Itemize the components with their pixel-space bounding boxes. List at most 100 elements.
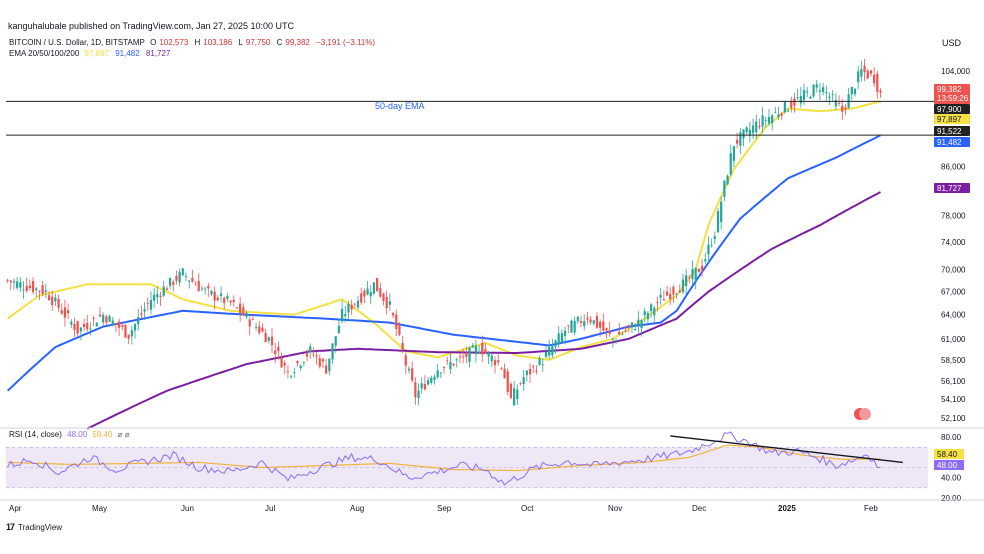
- candle[interactable]: [200, 285, 204, 292]
- symbol-name[interactable]: BITCOIN / U.S. Dollar, 1D, BITSTAMP: [9, 38, 145, 47]
- candle[interactable]: [232, 295, 235, 307]
- candle[interactable]: [583, 314, 586, 331]
- candle[interactable]: [767, 108, 771, 126]
- candle[interactable]: [213, 286, 216, 310]
- candle[interactable]: [513, 380, 516, 406]
- candle[interactable]: [879, 88, 882, 98]
- candle[interactable]: [267, 336, 270, 344]
- candle[interactable]: [477, 345, 481, 355]
- candle[interactable]: [223, 296, 226, 310]
- candle[interactable]: [6, 278, 9, 283]
- candle[interactable]: [398, 322, 401, 337]
- candle[interactable]: [790, 96, 793, 113]
- candle[interactable]: [270, 328, 274, 354]
- candle[interactable]: [729, 144, 732, 176]
- candle[interactable]: [710, 238, 713, 248]
- candle[interactable]: [219, 286, 223, 303]
- candle[interactable]: [732, 146, 736, 168]
- candle[interactable]: [188, 280, 191, 289]
- candle[interactable]: [809, 95, 812, 100]
- candle[interactable]: [391, 311, 395, 319]
- candle[interactable]: [630, 322, 634, 333]
- candle[interactable]: [82, 318, 86, 332]
- candle[interactable]: [563, 326, 567, 345]
- candle[interactable]: [866, 68, 869, 80]
- candle[interactable]: [595, 312, 599, 330]
- candle[interactable]: [876, 71, 879, 99]
- candle[interactable]: [38, 290, 41, 301]
- candle[interactable]: [277, 341, 280, 360]
- candle[interactable]: [315, 351, 318, 365]
- candle[interactable]: [79, 326, 82, 341]
- candle[interactable]: [847, 87, 850, 109]
- candle[interactable]: [777, 106, 780, 120]
- candle[interactable]: [19, 277, 22, 293]
- candle[interactable]: [305, 349, 309, 362]
- candle[interactable]: [697, 268, 701, 273]
- rsi-ma-line[interactable]: [7, 444, 881, 472]
- candle[interactable]: [599, 319, 602, 337]
- candle[interactable]: [707, 236, 710, 264]
- candle[interactable]: [837, 95, 841, 106]
- candle[interactable]: [274, 343, 277, 364]
- ema-line-1[interactable]: [7, 100, 881, 361]
- candle[interactable]: [347, 300, 350, 320]
- candle[interactable]: [197, 273, 200, 292]
- candle[interactable]: [796, 88, 799, 100]
- candle[interactable]: [417, 383, 420, 405]
- candle[interactable]: [286, 365, 290, 379]
- candle[interactable]: [850, 86, 853, 101]
- candle[interactable]: [621, 331, 624, 336]
- candle[interactable]: [350, 299, 353, 315]
- candle[interactable]: [716, 207, 720, 233]
- candle[interactable]: [627, 324, 630, 333]
- candle[interactable]: [290, 374, 293, 380]
- candle[interactable]: [95, 322, 98, 327]
- candle[interactable]: [70, 319, 73, 328]
- candle[interactable]: [474, 339, 478, 363]
- candle[interactable]: [168, 277, 172, 290]
- candle[interactable]: [484, 343, 487, 354]
- candle[interactable]: [723, 180, 726, 202]
- candle[interactable]: [685, 268, 688, 295]
- candle[interactable]: [449, 353, 452, 375]
- candle[interactable]: [522, 369, 525, 391]
- news-flag-icon[interactable]: [854, 408, 871, 420]
- candle[interactable]: [226, 292, 229, 302]
- candle[interactable]: [704, 252, 707, 264]
- candle[interactable]: [57, 294, 60, 312]
- candle[interactable]: [41, 280, 44, 297]
- candle[interactable]: [509, 381, 513, 400]
- candle[interactable]: [745, 126, 748, 135]
- candle[interactable]: [742, 129, 745, 147]
- candle[interactable]: [401, 335, 404, 354]
- candle[interactable]: [382, 292, 385, 306]
- candle[interactable]: [229, 299, 232, 306]
- candle[interactable]: [675, 292, 678, 299]
- candle[interactable]: [54, 293, 57, 306]
- candle[interactable]: [739, 127, 742, 154]
- candle[interactable]: [356, 296, 360, 310]
- candle[interactable]: [490, 353, 493, 367]
- rsi-label[interactable]: RSI (14, close): [9, 430, 62, 439]
- candle[interactable]: [605, 327, 608, 339]
- candle[interactable]: [159, 291, 162, 307]
- candle[interactable]: [92, 315, 95, 327]
- candle[interactable]: [786, 107, 790, 113]
- tradingview-footer[interactable]: 17 TradingView: [6, 522, 62, 532]
- candle[interactable]: [207, 282, 210, 297]
- candle[interactable]: [172, 279, 175, 292]
- candle[interactable]: [235, 306, 239, 309]
- candle[interactable]: [860, 60, 863, 82]
- candle[interactable]: [318, 354, 321, 369]
- candle[interactable]: [337, 319, 341, 334]
- candle[interactable]: [551, 338, 554, 358]
- ema-line-2[interactable]: [6, 134, 881, 392]
- candle[interactable]: [669, 287, 672, 305]
- candle[interactable]: [149, 291, 153, 315]
- candle[interactable]: [863, 58, 866, 81]
- candle[interactable]: [296, 360, 299, 367]
- candle[interactable]: [31, 277, 35, 295]
- rsi-line[interactable]: [7, 431, 881, 486]
- candle[interactable]: [98, 306, 102, 318]
